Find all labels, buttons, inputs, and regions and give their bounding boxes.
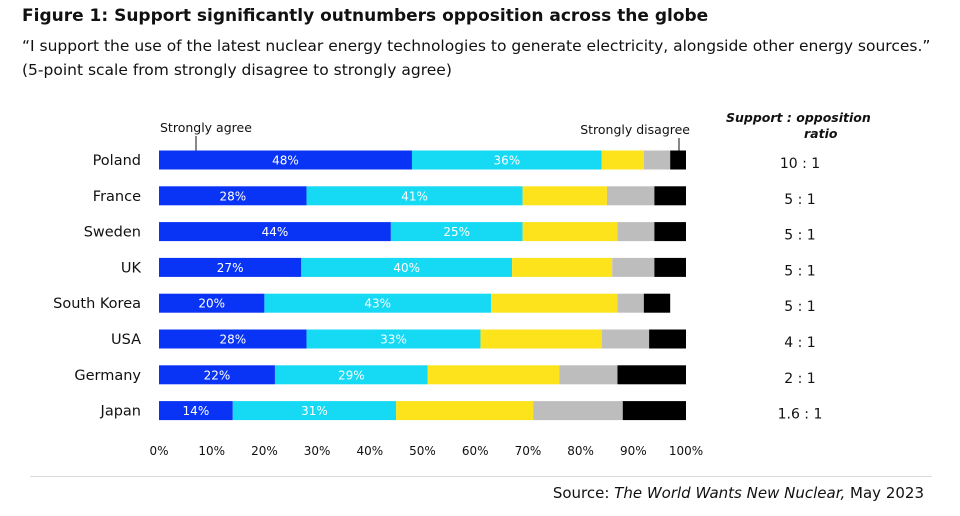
data-label-japan-1: 31% [301, 404, 328, 418]
bar-poland-strongly-disagree [670, 150, 686, 170]
bar-france-disagree [606, 186, 655, 206]
bar-uk-disagree [612, 257, 655, 277]
bar-usa-strongly-agree [159, 329, 307, 349]
source-prefix: Source: [552, 484, 615, 502]
bar-poland-strongly-agree [159, 150, 412, 170]
bar-japan-neither [396, 401, 534, 421]
data-label-sweden-1: 25% [443, 225, 470, 239]
bar-uk-strongly-disagree [654, 257, 686, 277]
ratio-south-korea: 5 : 1 [784, 299, 815, 315]
ratio-france: 5 : 1 [784, 192, 815, 208]
bar-south-korea-strongly-agree [159, 293, 265, 313]
bar-usa-disagree [601, 329, 650, 349]
ratio-header-line2: ratio [804, 126, 838, 141]
ratio-japan: 1.6 : 1 [778, 407, 823, 423]
x-tick-label-10: 10% [198, 444, 225, 458]
ratio-uk: 5 : 1 [784, 263, 815, 279]
data-label-france-0: 28% [219, 189, 246, 203]
bar-france-neither [522, 186, 607, 206]
bar-japan-disagree [533, 401, 623, 421]
bar-sweden-strongly-disagree [654, 222, 686, 242]
category-label-sweden: Sweden [84, 225, 141, 241]
x-tick-label-60: 60% [462, 444, 489, 458]
ratio-germany: 2 : 1 [784, 371, 815, 387]
data-label-south-korea-0: 20% [198, 297, 225, 311]
x-tick-label-100: 100% [669, 444, 703, 458]
bar-uk-neither [512, 257, 613, 277]
category-label-usa: USA [111, 332, 141, 348]
source-title: The World Wants New Nuclear, [614, 484, 846, 502]
data-label-usa-1: 33% [380, 333, 407, 347]
bar-uk-strongly-agree [159, 257, 302, 277]
bar-germany-strongly-agree [159, 365, 275, 385]
x-tick-label-40: 40% [356, 444, 383, 458]
bar-usa-agree [306, 329, 481, 349]
bar-sweden-disagree [617, 222, 655, 242]
ratio-poland: 10 : 1 [780, 156, 820, 172]
bar-sweden-agree [390, 222, 523, 242]
data-label-japan-0: 14% [183, 404, 210, 418]
bar-sweden-strongly-agree [159, 222, 391, 242]
bar-germany-neither [427, 365, 560, 385]
category-label-japan: Japan [100, 404, 141, 420]
bar-japan-strongly-agree [159, 401, 233, 421]
data-label-poland-0: 48% [272, 154, 299, 168]
data-label-uk-1: 40% [393, 261, 420, 275]
annotation-strongly-disagree: Strongly disagree [580, 122, 690, 137]
bar-france-strongly-disagree [654, 186, 686, 206]
ratio-header-line1: Support : opposition [726, 110, 871, 125]
category-label-germany: Germany [74, 368, 141, 384]
data-label-south-korea-1: 43% [364, 297, 391, 311]
source-date: May 2023 [845, 484, 924, 502]
bar-south-korea-disagree [617, 293, 644, 313]
ratio-usa: 4 : 1 [784, 335, 815, 351]
x-tick-label-90: 90% [620, 444, 647, 458]
x-tick-label-0: 0% [149, 444, 168, 458]
bar-france-strongly-agree [159, 186, 307, 206]
x-tick-label-30: 30% [304, 444, 331, 458]
bar-japan-agree [232, 401, 397, 421]
bar-south-korea-agree [264, 293, 492, 313]
category-label-france: France [93, 189, 141, 205]
data-label-uk-0: 27% [217, 261, 244, 275]
data-label-france-1: 41% [401, 189, 428, 203]
bar-sweden-neither [522, 222, 618, 242]
bar-usa-neither [480, 329, 602, 349]
bar-germany-agree [274, 365, 428, 385]
x-tick-label-70: 70% [515, 444, 542, 458]
data-label-germany-0: 22% [204, 368, 231, 382]
chart-title: Figure 1: Support significantly outnumbe… [22, 6, 709, 26]
data-label-usa-0: 28% [219, 333, 246, 347]
source-note: Source: The World Wants New Nuclear, May… [553, 484, 924, 502]
bar-poland-neither [601, 150, 644, 170]
bar-south-korea-neither [491, 293, 618, 313]
x-tick-label-20: 20% [251, 444, 278, 458]
x-tick-label-80: 80% [567, 444, 594, 458]
category-label-south-korea: South Korea [53, 296, 141, 312]
x-tick-label-50: 50% [409, 444, 436, 458]
chart-subtitle: “I support the use of the latest nuclear… [22, 37, 931, 79]
category-label-uk: UK [121, 260, 142, 276]
category-label-poland: Poland [93, 153, 141, 169]
bar-poland-disagree [643, 150, 671, 170]
bar-poland-agree [411, 150, 602, 170]
annotation-strongly-agree: Strongly agree [160, 120, 252, 135]
bar-germany-strongly-disagree [617, 365, 686, 385]
bar-france-agree [306, 186, 523, 206]
data-label-sweden-0: 44% [262, 225, 289, 239]
bar-uk-agree [301, 257, 513, 277]
data-label-germany-1: 29% [338, 368, 365, 382]
ratio-sweden: 5 : 1 [784, 228, 815, 244]
bar-south-korea-strongly-disagree [643, 293, 671, 313]
divider-line [30, 476, 932, 477]
bar-japan-strongly-disagree [622, 401, 686, 421]
bar-germany-disagree [559, 365, 618, 385]
data-label-poland-1: 36% [493, 154, 520, 168]
bar-usa-strongly-disagree [649, 329, 686, 349]
